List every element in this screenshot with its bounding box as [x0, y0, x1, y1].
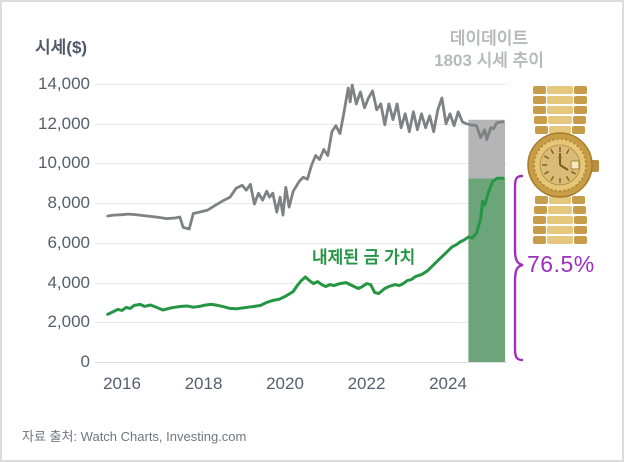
gold-value-label: 내제된 금 가치 [312, 248, 416, 267]
gold-bar-segment [468, 178, 506, 362]
gridline [95, 84, 507, 85]
y-tick-label: 14,000 [38, 74, 90, 93]
watch-bracelet-top [533, 86, 587, 134]
y-tick-label: 10,000 [38, 153, 90, 173]
y-tick-label: 8,000 [47, 193, 90, 213]
gridline [95, 322, 507, 324]
y-tick-label: 12,000 [38, 113, 90, 133]
gridline [95, 242, 507, 244]
gridline [95, 362, 507, 363]
gridline [95, 282, 507, 284]
watch-image [527, 86, 599, 244]
x-tick-label: 2024 [429, 374, 467, 393]
x-tick-label: 2022 [347, 374, 386, 393]
watch-bracelet-bottom [533, 196, 587, 244]
gridline [95, 123, 507, 125]
watch-case [527, 132, 599, 198]
x-tick-label: 2018 [184, 374, 223, 393]
y-tick-label: 0 [80, 352, 90, 371]
chart-title-line2: 1803 시세 추이 [434, 51, 544, 71]
source-note: 자료 출처: Watch Charts, Investing.com [22, 429, 247, 444]
price-bar-segment [468, 119, 506, 179]
gold-value-line [106, 176, 505, 316]
gridline [95, 163, 507, 165]
y-tick-label: 2,000 [47, 312, 90, 332]
percentage-label: 76.5% [527, 251, 595, 277]
y-axis-title: 시세($) [35, 38, 88, 57]
chart-title: 데이데이트 1803 시세 추이 [389, 28, 589, 73]
gridline [95, 203, 507, 205]
y-tick-label: 4,000 [47, 272, 90, 292]
x-tick-label: 2020 [266, 374, 304, 393]
x-tick-label: 2016 [103, 374, 141, 393]
y-tick-label: 6,000 [47, 232, 90, 252]
watch-price-line [106, 83, 505, 231]
chart-title-line1: 데이데이트 [449, 29, 529, 48]
